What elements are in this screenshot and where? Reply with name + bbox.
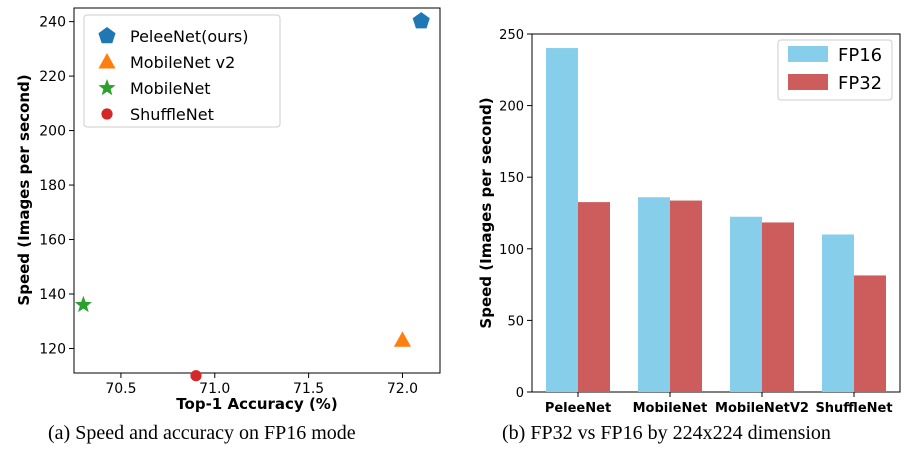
- legend-marker-circle: [101, 108, 113, 120]
- x-tick-label: MobileNet: [633, 401, 708, 416]
- bar-y-axis-label: Speed (Images per second): [477, 97, 495, 328]
- bar-x-ticks: PeleeNet MobileNet MobileNetV2 ShuffleNet: [545, 392, 893, 416]
- bar-fp16-mobilenet: [638, 197, 670, 392]
- y-tick-label: 100: [499, 243, 524, 258]
- legend-label: MobileNet v2: [130, 53, 235, 72]
- y-tick-label: 220: [39, 69, 66, 85]
- legend-label: ShuffleNet: [130, 105, 214, 124]
- y-tick-label: 180: [39, 178, 66, 194]
- x-tick-label: PeleeNet: [545, 401, 611, 416]
- legend-marker-pentagon: [98, 27, 116, 44]
- scatter-x-axis-label: Top-1 Accuracy (%): [176, 395, 337, 413]
- legend-label: MobileNet: [130, 79, 211, 98]
- bar-fp32-mobilenet: [670, 200, 702, 392]
- scatter-legend-box: [83, 14, 281, 128]
- scatter-y-axis-label: Speed (Images per second): [15, 74, 33, 305]
- x-tick-label: 70.5: [105, 381, 136, 397]
- y-tick-label: 200: [39, 124, 66, 140]
- legend-marker-triangle: [98, 53, 116, 69]
- legend-label: FP32: [838, 73, 882, 94]
- legend-marker-star: [98, 79, 116, 96]
- bar-series: [546, 48, 886, 392]
- bar-fp32-mobilenetv2: [762, 222, 794, 392]
- legend-swatch-fp32: [788, 74, 828, 90]
- legend-swatch-fp16: [788, 46, 828, 62]
- scatter-legend: PeleeNet(ours) MobileNet v2 MobileNet Shuff…: [83, 14, 281, 128]
- caption-a: (a) Speed and accuracy on FP16 mode: [48, 422, 356, 444]
- scatter-x-ticks: 70.5 71.0 71.5 72.0: [105, 373, 418, 397]
- bar-legend: FP16 FP32: [777, 39, 893, 101]
- bar-fp16-mobilenetv2: [730, 216, 762, 392]
- data-point-star: [74, 295, 92, 313]
- bar-fp32-shufflenet: [854, 275, 886, 392]
- data-point-triangle: [393, 331, 412, 347]
- legend-label: PeleeNet(ours): [130, 27, 248, 46]
- y-tick-label: 0: [516, 386, 524, 401]
- scatter-chart: 120 140 160 180 200 220 240 70.5 71.0 71.5 72.0 P…: [15, 7, 441, 413]
- caption-b: (b) FP32 vs FP16 by 224x224 dimension: [502, 422, 831, 444]
- x-tick-label: MobileNetV2: [715, 401, 809, 416]
- y-tick-label: 250: [499, 28, 524, 43]
- x-tick-label: 71.5: [293, 381, 324, 397]
- scatter-y-ticks: 120 140 160 180 200 220 240: [39, 15, 74, 357]
- x-tick-label: 71.0: [199, 381, 230, 397]
- legend-label: FP16: [838, 45, 882, 66]
- bar-fp16-shufflenet: [822, 234, 854, 392]
- y-tick-label: 200: [499, 100, 524, 115]
- bar-fp16-peleenet: [546, 48, 578, 392]
- y-tick-label: 140: [39, 287, 66, 303]
- y-tick-label: 160: [39, 233, 66, 249]
- y-tick-label: 240: [39, 15, 66, 31]
- figure: 120 140 160 180 200 220 240 70.5 71.0 71.5 72.0 P…: [15, 7, 901, 416]
- x-tick-label: 72.0: [387, 381, 418, 397]
- y-tick-label: 150: [499, 171, 524, 186]
- bar-chart: 0 50 100 150 200 250 PeleeNet MobileNet MobileN…: [477, 28, 901, 416]
- y-tick-label: 50: [507, 314, 524, 329]
- y-tick-label: 120: [39, 341, 66, 357]
- bar-y-ticks: 0 50 100 150 200 250: [499, 28, 532, 401]
- x-tick-label: ShuffleNet: [815, 401, 892, 416]
- data-point-circle: [190, 370, 202, 382]
- scatter-points: [74, 12, 430, 382]
- data-point-pentagon: [412, 12, 430, 29]
- bar-fp32-peleenet: [578, 202, 610, 392]
